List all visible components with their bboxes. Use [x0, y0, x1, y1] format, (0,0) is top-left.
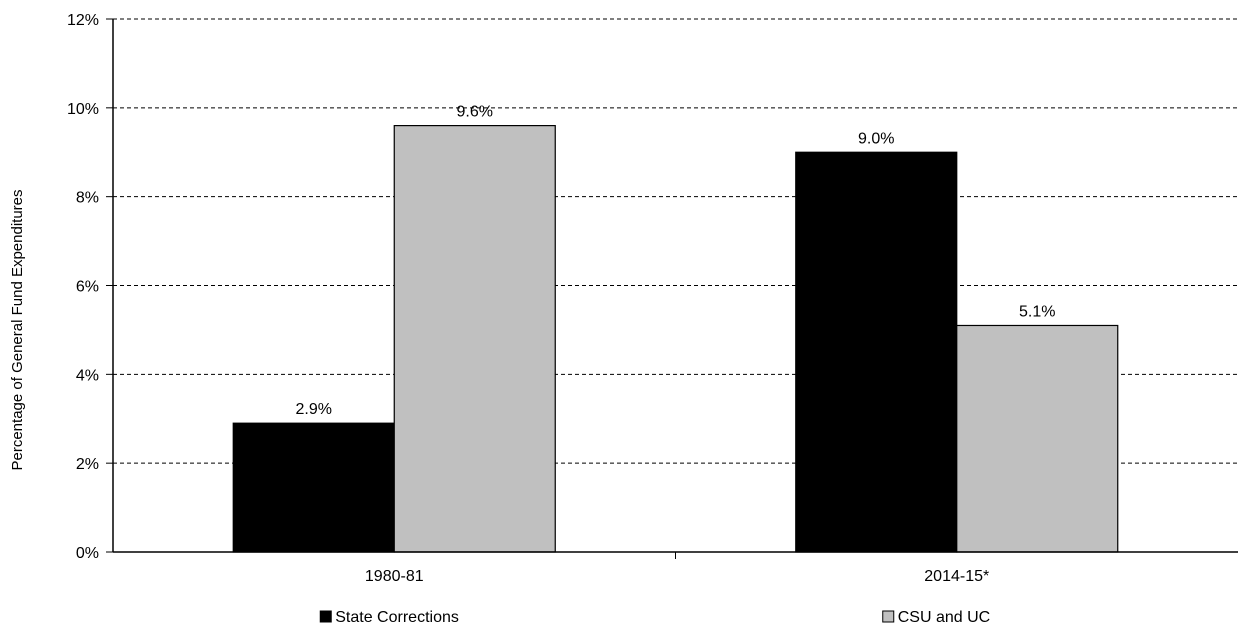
y-tick-label: 6%: [76, 279, 99, 296]
y-tick-label: 0%: [76, 545, 99, 562]
y-tick-label: 12%: [67, 12, 99, 29]
bars: [232, 124, 1119, 553]
legend: State Corrections CSU and UC: [319, 609, 990, 626]
y-tick-label: 10%: [67, 101, 99, 118]
y-axis-label: Percentage of General Fund Expenditures: [9, 189, 26, 470]
legend-swatch: [319, 610, 332, 623]
y-tick-label: 4%: [76, 367, 99, 384]
y-tick-label: 8%: [76, 190, 99, 207]
x-tick-label: 1980-81: [365, 568, 424, 585]
gridlines: [113, 18, 1238, 464]
bar: [393, 124, 556, 553]
x-tick-label: 2014-15*: [924, 568, 989, 585]
axes: [106, 18, 1238, 559]
bar: [795, 151, 958, 553]
data-label: 5.1%: [1019, 303, 1055, 320]
data-label: 9.0%: [858, 130, 894, 147]
legend-item: State Corrections: [319, 609, 459, 626]
bar: [956, 324, 1119, 553]
legend-label: CSU and UC: [898, 609, 990, 626]
legend-item: CSU and UC: [882, 609, 990, 626]
legend-label: State Corrections: [335, 609, 459, 626]
data-label: 2.9%: [296, 401, 332, 418]
bar: [232, 422, 395, 553]
data-label: 9.6%: [457, 104, 493, 121]
data-labels: 2.9% 9.6% 9.0% 5.1%: [296, 104, 1056, 419]
y-tick-label: 2%: [76, 456, 99, 473]
legend-swatch: [882, 610, 895, 623]
tick-labels: 0% 2% 4% 6% 8% 10% 12% 1980-81 2014-15*: [67, 12, 989, 585]
